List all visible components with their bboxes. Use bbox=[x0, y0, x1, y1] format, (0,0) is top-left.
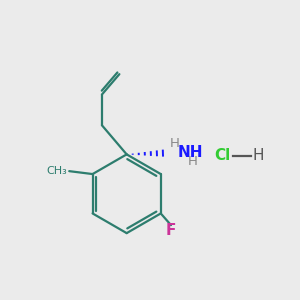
Text: NH: NH bbox=[178, 145, 203, 160]
Text: H: H bbox=[253, 148, 264, 163]
Text: H: H bbox=[188, 154, 198, 168]
Text: H: H bbox=[169, 137, 179, 150]
Text: F: F bbox=[166, 223, 176, 238]
Text: CH₃: CH₃ bbox=[46, 166, 67, 176]
Text: Cl: Cl bbox=[214, 148, 230, 163]
